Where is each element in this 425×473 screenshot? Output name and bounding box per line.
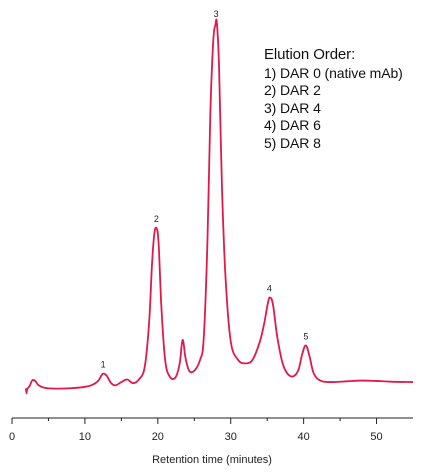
legend-entry-2: 2) DAR 2 — [264, 82, 321, 98]
x-tick-label: 50 — [370, 431, 382, 443]
x-tick-label: 30 — [225, 431, 237, 443]
x-tick-label: 0 — [9, 431, 15, 443]
legend-entry-5: 5) DAR 8 — [264, 134, 321, 151]
legend-entry-1: 1) DAR 0 (native mAb) — [264, 64, 403, 81]
legend: Elution Order: 1) DAR 0 (native mAb) 2) … — [264, 46, 403, 152]
injection-artifact — [24, 387, 29, 395]
peak-label-2: 2 — [154, 214, 159, 224]
peak-label-4: 4 — [267, 284, 272, 294]
x-tick-label: 10 — [79, 431, 91, 443]
peak-label-1: 1 — [101, 360, 106, 370]
x-tick-label: 20 — [152, 431, 164, 443]
x-tick-label: 40 — [298, 431, 310, 443]
legend-entry-4: 4) DAR 6 — [264, 117, 321, 133]
x-axis-title: Retention time (minutes) — [152, 454, 272, 466]
x-axis: 0 10 20 30 40 50 — [9, 417, 413, 443]
peak-label-5: 5 — [303, 331, 308, 341]
trace-layer — [24, 18, 414, 395]
legend-title: Elution Order: — [264, 46, 356, 63]
chromatogram-trace — [26, 18, 414, 390]
peak-labels: 1 2 3 4 5 — [101, 9, 309, 370]
legend-entry-3: 3) DAR 4 — [264, 99, 321, 116]
peak-label-3: 3 — [214, 9, 219, 19]
